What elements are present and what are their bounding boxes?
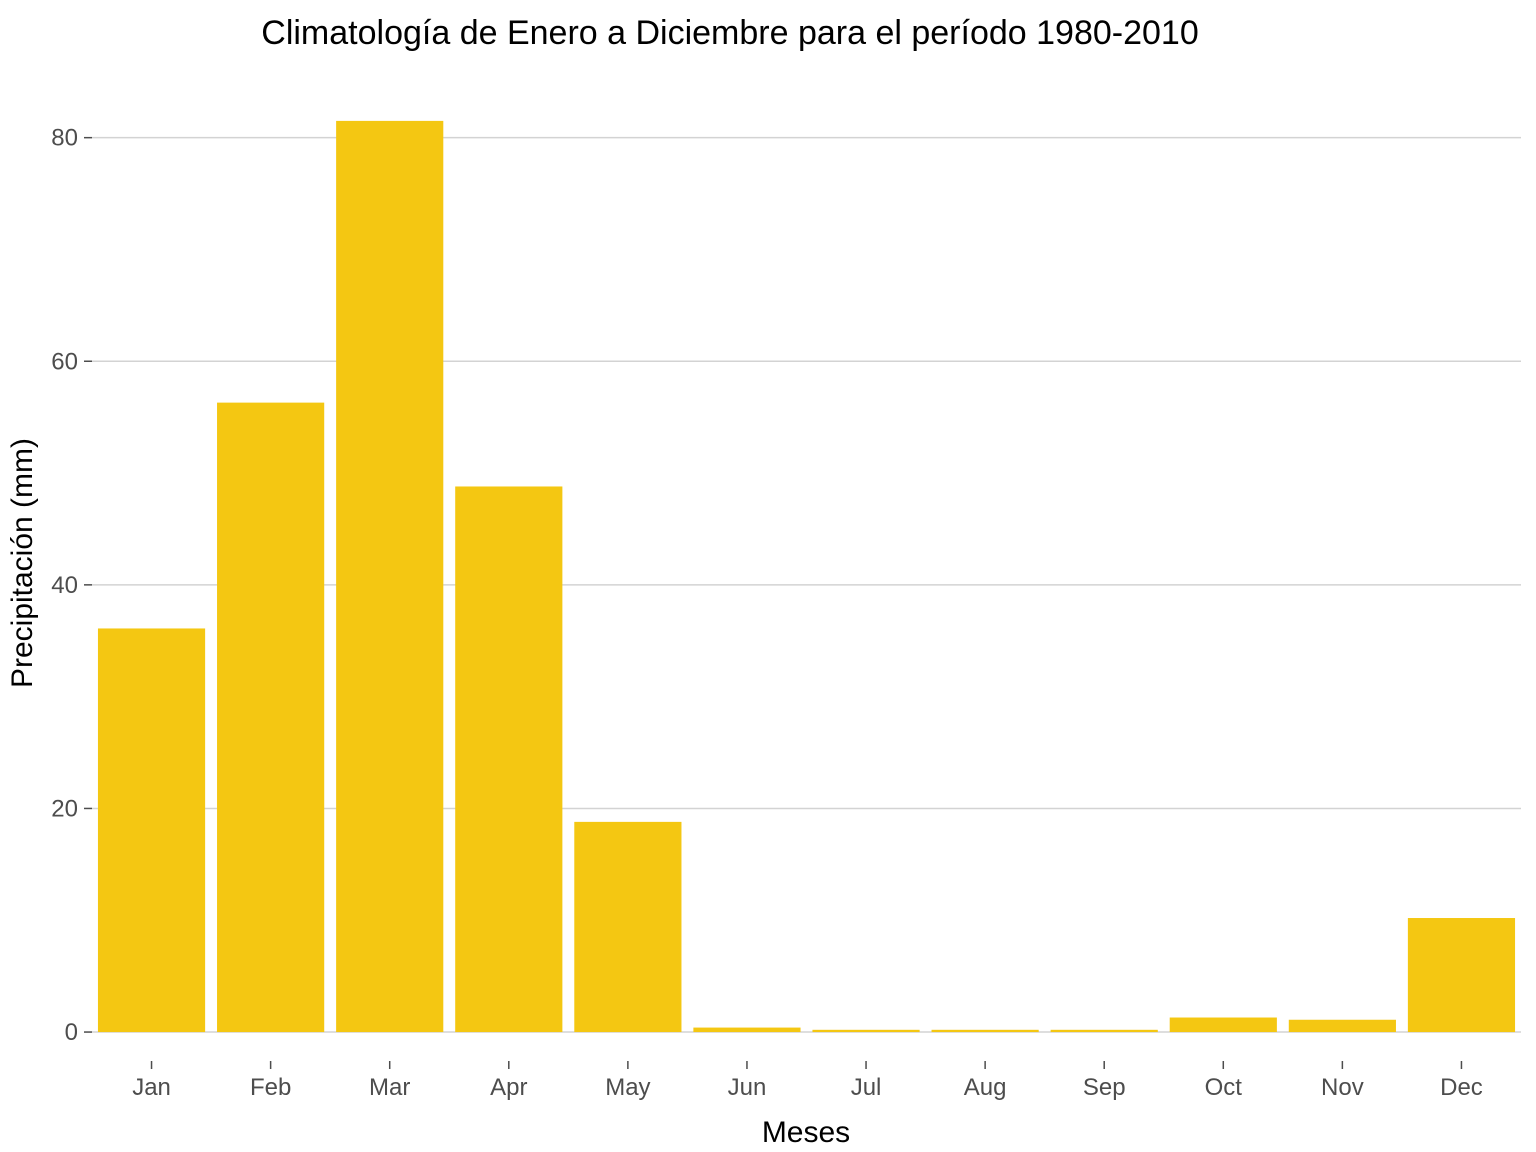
x-tick-label: Feb — [250, 1074, 291, 1101]
gridlines — [92, 136, 1521, 1033]
chart-title: Climatología de Enero a Diciembre para e… — [261, 14, 1198, 52]
y-axis: 0 20 40 60 80 — [51, 125, 92, 1046]
x-tick-label: Dec — [1440, 1074, 1483, 1101]
y-tick-label: 20 — [51, 795, 78, 822]
bar-dec — [1407, 918, 1516, 1033]
x-tick-label: Oct — [1205, 1074, 1243, 1101]
y-tick-label: 40 — [51, 572, 78, 599]
x-tick-label: May — [605, 1074, 650, 1101]
bar-may — [574, 821, 682, 1033]
x-tick-label: Mar — [369, 1074, 410, 1101]
bar-oct — [1169, 1017, 1277, 1033]
y-tick-label: 60 — [51, 348, 78, 375]
x-tick-label: Jun — [728, 1074, 767, 1101]
bar-feb — [217, 402, 325, 1033]
x-axis-title: Meses — [762, 1116, 850, 1149]
bar-aug — [931, 1029, 1039, 1033]
y-axis-title: Precipitación (mm) — [6, 438, 39, 688]
x-tick-label: Nov — [1321, 1074, 1364, 1101]
y-tick-label: 0 — [65, 1019, 78, 1046]
bar-mar — [336, 120, 444, 1033]
y-tick-label: 80 — [51, 125, 78, 152]
x-tick-label: Aug — [964, 1074, 1007, 1101]
x-tick-label: Apr — [490, 1074, 527, 1101]
x-tick-label: Jan — [132, 1074, 171, 1101]
bar-sep — [1050, 1029, 1158, 1033]
bar-nov — [1288, 1019, 1396, 1033]
bar-jun — [693, 1027, 801, 1033]
bar-jul — [812, 1029, 920, 1033]
x-tick-label: Jul — [851, 1074, 882, 1101]
x-tick-label: Sep — [1083, 1074, 1126, 1101]
bar-apr — [455, 486, 563, 1033]
bar-jan — [97, 628, 206, 1033]
x-axis: Jan Feb Mar Apr May Jun Jul Aug Sep Oct Nov Dec — [132, 1061, 1483, 1101]
bars — [97, 120, 1516, 1033]
